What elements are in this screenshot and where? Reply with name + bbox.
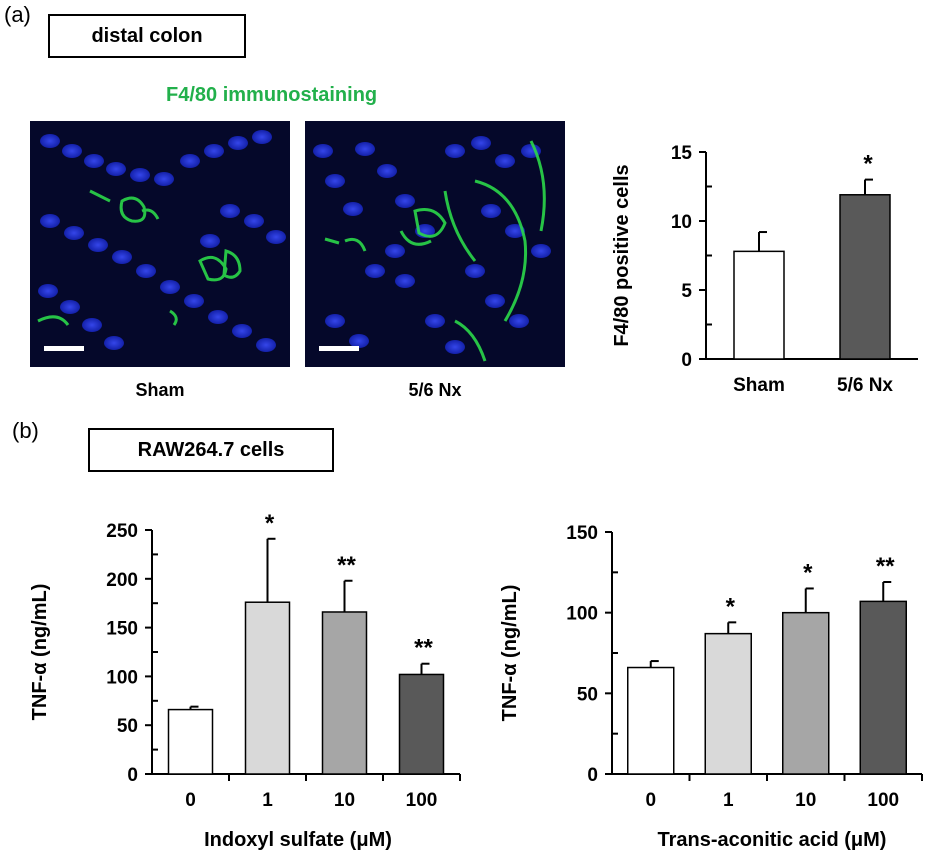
indoxyl-bar-1: [244, 601, 291, 775]
aconitic-bar-1: [704, 632, 752, 775]
indoxyl-y-tick-label: 250: [106, 521, 138, 542]
aconitic-y-tick-label: 100: [566, 604, 598, 625]
f480-y-tick-label: 10: [671, 212, 692, 233]
indoxyl-y-tick-label: 150: [106, 619, 138, 640]
cell-label-box: RAW264.7 cells: [88, 428, 334, 472]
micrograph-sham-image: [37, 130, 286, 352]
aconitic-x-axis-label: Trans-aconitic acid (μM): [658, 829, 887, 851]
indoxyl-significance-marker: **: [337, 552, 356, 579]
aconitic-category-label: 100: [867, 790, 899, 811]
f480-category-label: 5/6 Nx: [837, 375, 893, 396]
aconitic-bar-10: [782, 611, 830, 775]
indoxyl-bar-100: [398, 673, 445, 775]
indoxyl-category-label: 10: [334, 790, 355, 811]
aconitic-bar-100: [859, 600, 907, 775]
caption-sham: Sham: [135, 380, 185, 400]
indoxyl-significance-marker: *: [265, 510, 275, 537]
aconitic-category-label: 0: [645, 790, 656, 811]
chart-tnf-trans-aconitic-acid: 0 50 100 150 0 * 1 * 10 ** 100 TNF-α (ng/mL) Trans-a…: [499, 523, 923, 851]
indoxyl-category-label: 0: [185, 790, 196, 811]
f480-bar-5-6-Nx: [839, 194, 891, 360]
indoxyl-y-tick-label: 0: [127, 765, 138, 786]
indoxyl-bar-0: [167, 708, 214, 775]
indoxyl-bar-10: [321, 611, 368, 775]
f480-significance-marker: *: [863, 151, 873, 178]
scale-bar: [44, 346, 84, 351]
panel-a-label: (a): [4, 2, 31, 27]
aconitic-category-label: 1: [723, 790, 734, 811]
indoxyl-y-tick-label: 50: [117, 716, 138, 737]
region-label-box: distal colon: [48, 14, 246, 58]
indoxyl-y-axis-label: TNF-α (ng/mL): [29, 584, 51, 721]
indoxyl-y-tick-label: 100: [106, 667, 138, 688]
indoxyl-category-label: 100: [406, 790, 438, 811]
f480-y-tick-label: 0: [681, 350, 692, 371]
aconitic-bar-0: [627, 666, 675, 775]
micrograph-sham: [30, 121, 290, 367]
f480-y-axis-label: F4/80 positive cells: [611, 164, 633, 346]
f480-bar-Sham: [733, 250, 785, 360]
aconitic-y-tick-label: 50: [577, 684, 598, 705]
f480-y-tick-label: 5: [681, 281, 692, 302]
panel-b-label: (b): [12, 418, 39, 443]
indoxyl-significance-marker: **: [414, 635, 433, 662]
f480-y-tick-label: 15: [671, 143, 693, 164]
aconitic-y-tick-label: 0: [587, 765, 598, 786]
caption-5-6-nx: 5/6 Nx: [408, 380, 462, 400]
indoxyl-category-label: 1: [262, 790, 273, 811]
aconitic-significance-marker: **: [876, 553, 895, 580]
micrograph-5-6-nx-image: [313, 136, 551, 362]
indoxyl-y-tick-label: 200: [106, 570, 138, 591]
chart-tnf-indoxyl-sulfate: 0 50 100 150 200 250 0 * 1 ** 10 ** 100 TNF-α (ng/mL)…: [29, 510, 461, 851]
aconitic-significance-marker: *: [803, 559, 813, 586]
aconitic-y-axis-label: TNF-α (ng/mL): [499, 585, 521, 722]
indoxyl-x-axis-label: Indoxyl sulfate (μM): [204, 829, 392, 851]
chart-f480-positive-cells: 0 5 10 15 Sham * 5/6 Nx F4/80 positive cells: [611, 143, 918, 396]
f480-category-label: Sham: [733, 375, 785, 396]
aconitic-y-tick-label: 150: [566, 523, 598, 544]
scale-bar: [319, 346, 359, 351]
aconitic-significance-marker: *: [726, 593, 736, 620]
micrograph-5-6-nx: [305, 121, 565, 367]
aconitic-category-label: 10: [795, 790, 816, 811]
stain-title: F4/80 immunostaining: [166, 84, 378, 106]
